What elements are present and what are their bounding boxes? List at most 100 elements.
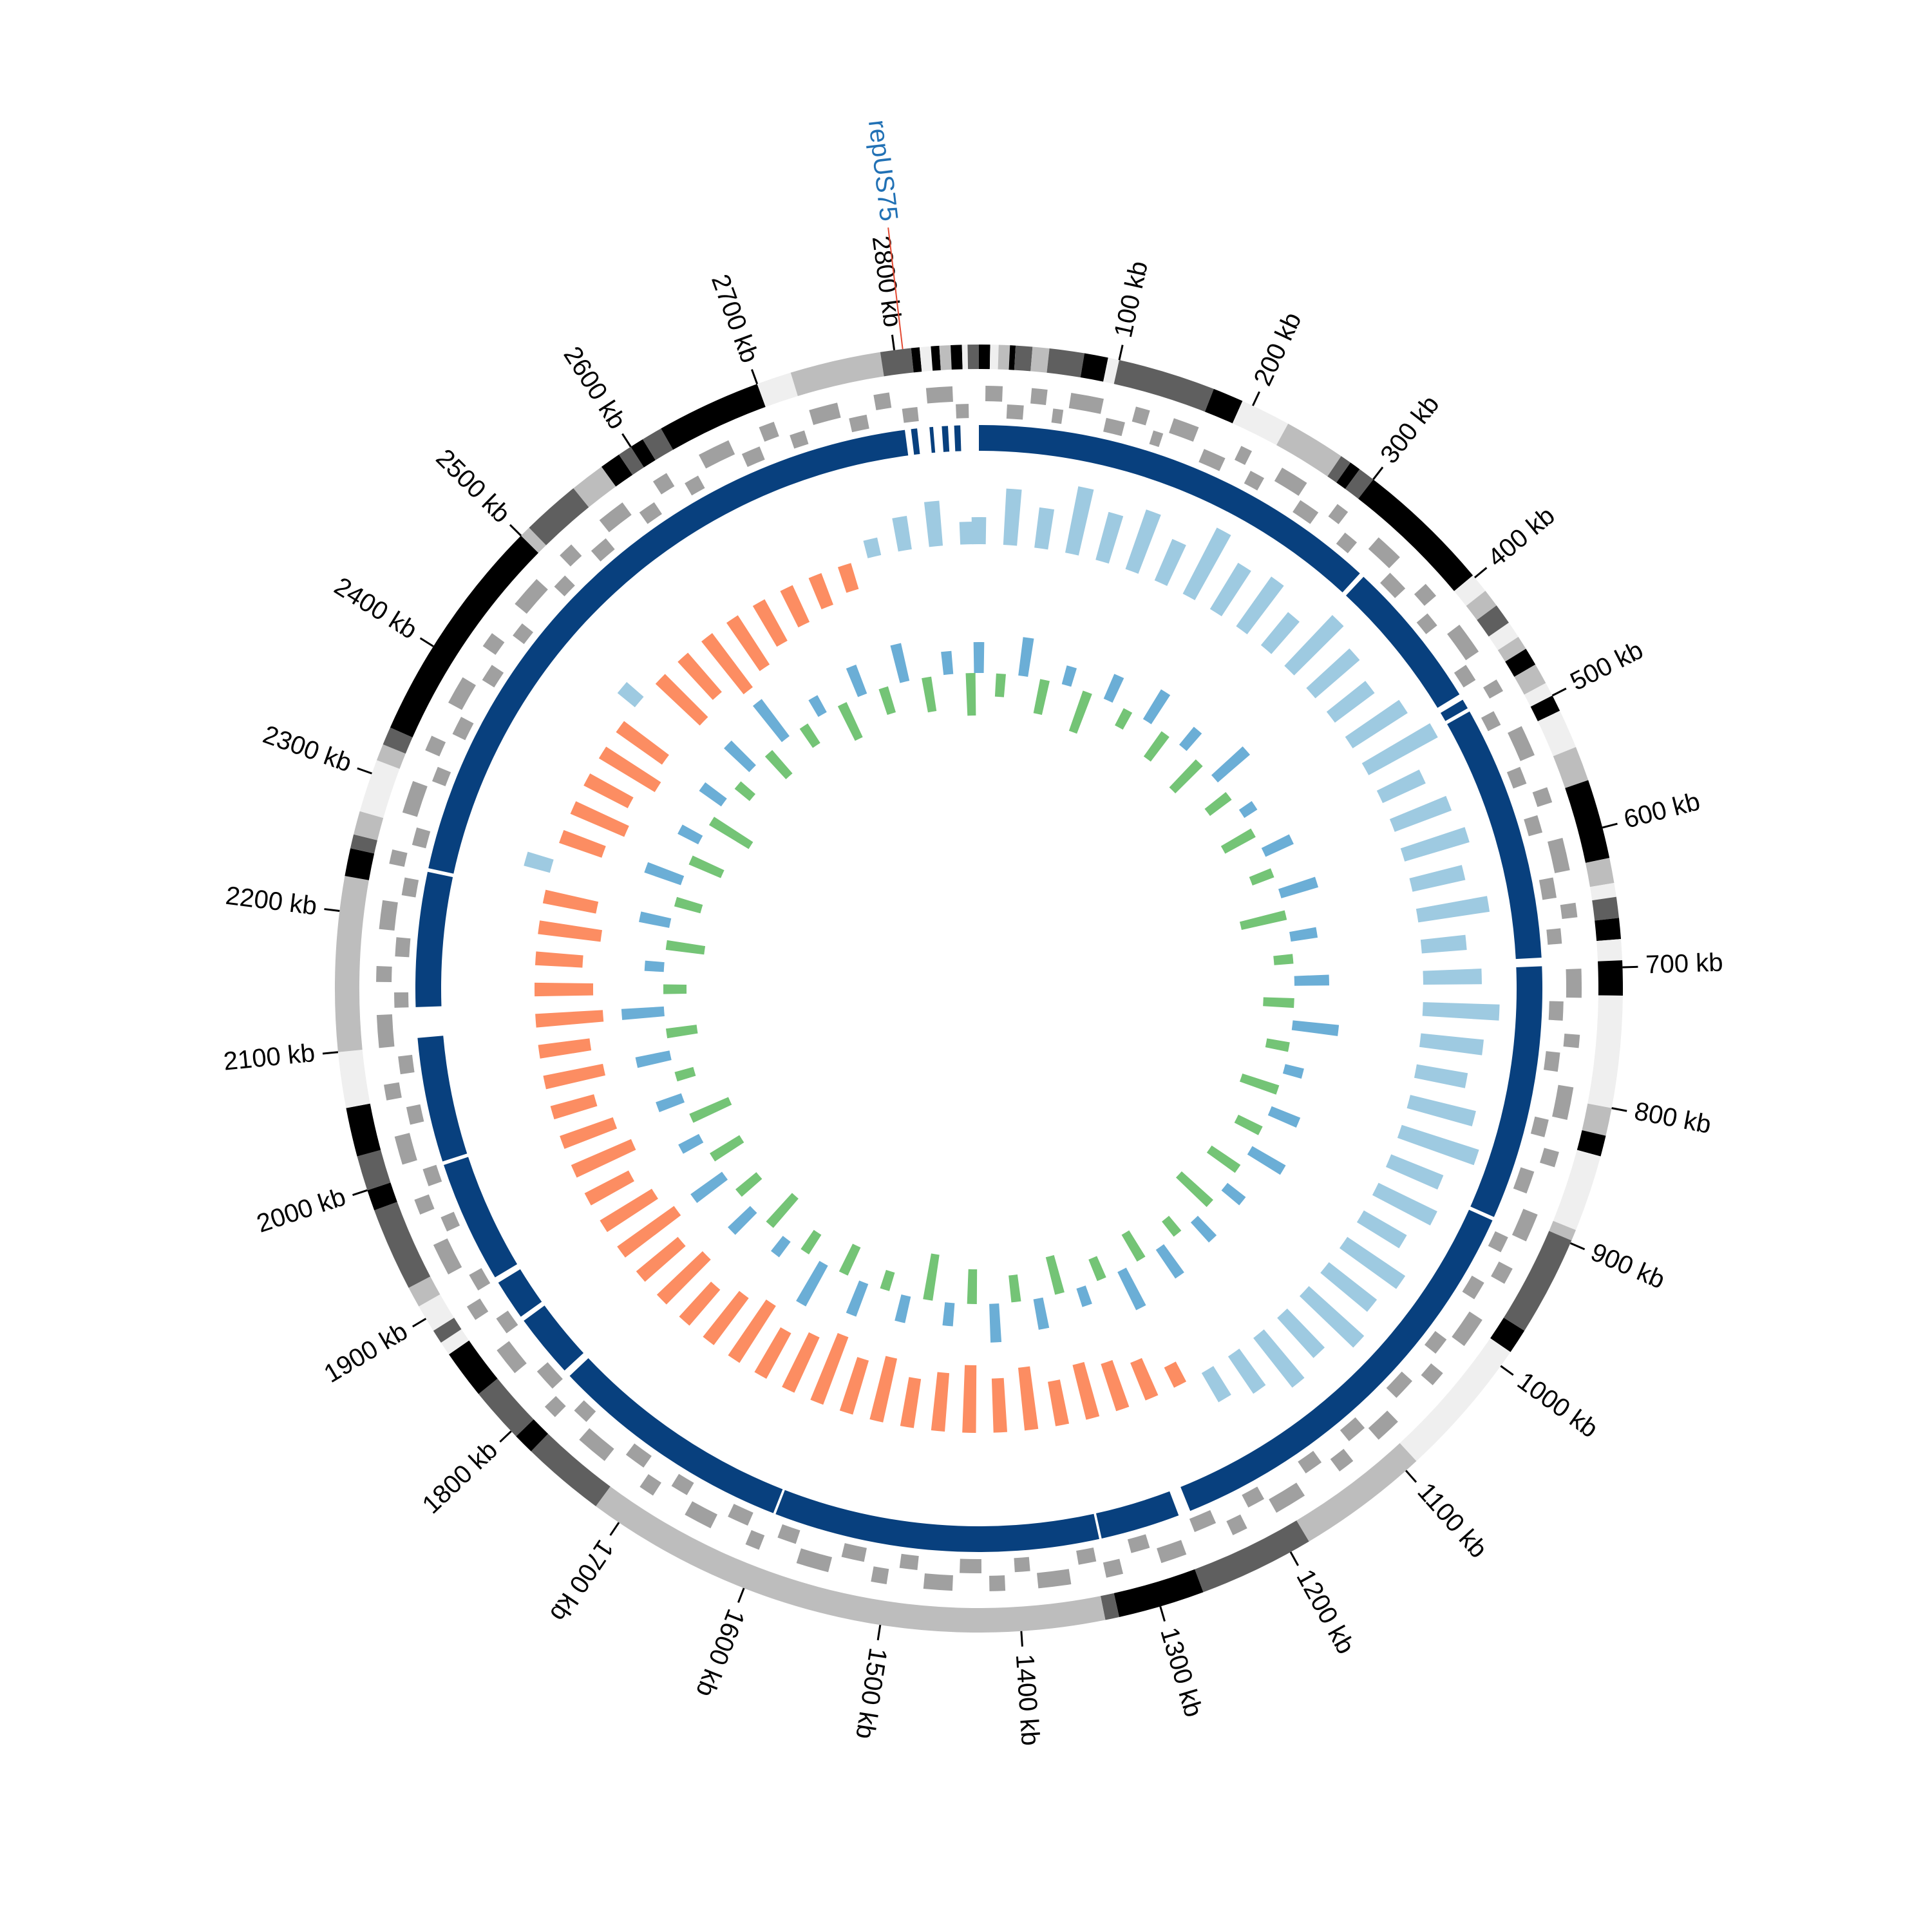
track-bar <box>922 676 937 713</box>
track-bar <box>1397 1124 1479 1166</box>
track-bar <box>1356 1210 1407 1249</box>
track-bar <box>1261 834 1294 857</box>
ideogram-band <box>357 1150 391 1191</box>
tick-label: 1000 kb <box>1512 1367 1603 1443</box>
track-bar <box>1239 1073 1280 1095</box>
gene <box>685 1501 718 1529</box>
track-bar <box>1277 1308 1325 1358</box>
ideogram-band <box>961 345 969 370</box>
contig <box>498 1269 542 1317</box>
ideogram-band <box>390 535 539 738</box>
tick-mark <box>412 1318 427 1328</box>
gene <box>1447 624 1479 661</box>
track-bar <box>941 650 954 676</box>
gene <box>1169 418 1199 442</box>
gene <box>745 1530 765 1550</box>
gene <box>389 849 408 867</box>
gene <box>1506 766 1527 789</box>
tick-label: 2100 kb <box>222 1039 316 1076</box>
track-bar <box>1247 1146 1286 1175</box>
track-bar <box>991 1378 1007 1433</box>
tick-label: 1800 kb <box>417 1435 503 1519</box>
gene <box>956 404 969 419</box>
ideogram-band <box>374 1202 431 1288</box>
gene <box>1189 1510 1217 1532</box>
gene <box>1546 928 1562 945</box>
ideogram-band <box>661 384 766 450</box>
gene <box>871 1566 889 1584</box>
track-bar <box>1201 1366 1231 1403</box>
track-bar <box>701 633 753 695</box>
track-bar <box>796 1260 828 1307</box>
track-bar <box>1416 896 1490 923</box>
ideogram-band <box>1046 348 1085 378</box>
ideogram-band <box>346 1103 381 1157</box>
tick-label: 700 kb <box>1645 948 1723 979</box>
track-bar <box>808 573 833 610</box>
gene <box>1513 1167 1535 1194</box>
gene <box>574 1400 596 1422</box>
tick-mark <box>1159 1606 1166 1622</box>
ideogram-band <box>1477 605 1509 637</box>
ideogram-band <box>1595 918 1622 942</box>
gene <box>394 992 409 1008</box>
track-bar <box>679 1282 721 1326</box>
gene <box>639 1473 661 1496</box>
contig <box>1180 1209 1493 1511</box>
gene <box>536 1362 563 1389</box>
gene <box>398 1054 415 1075</box>
track-bar <box>1076 1285 1092 1307</box>
gene <box>625 1443 652 1468</box>
ideogram-band <box>967 345 979 370</box>
track-bar <box>617 681 644 708</box>
track-bar <box>1142 689 1171 724</box>
track-bar <box>1117 1267 1146 1311</box>
ideogram-band <box>1505 649 1536 677</box>
track-bar <box>677 652 722 700</box>
track-bar <box>989 1303 1002 1343</box>
gene <box>1234 446 1253 465</box>
tick-mark <box>419 637 434 647</box>
ideogram-band <box>596 1486 1106 1633</box>
tick-mark <box>1289 1551 1299 1566</box>
gene <box>1340 1417 1365 1441</box>
track-bar <box>542 889 599 914</box>
tick-mark <box>357 767 372 775</box>
gene <box>1068 393 1104 414</box>
track-bar <box>1033 1297 1050 1330</box>
contig <box>417 1036 468 1162</box>
tick-label: 600 kb <box>1621 787 1703 834</box>
ideogram-band <box>1582 1103 1612 1136</box>
gene <box>759 421 779 442</box>
track-bar <box>1234 1114 1263 1135</box>
track-bar <box>1018 1366 1039 1431</box>
track-bar <box>1400 827 1470 862</box>
tick-label: 2000 kb <box>253 1182 349 1238</box>
track-bar <box>931 1372 950 1432</box>
track-bar <box>863 537 882 558</box>
tick-label: 1700 kb <box>544 1535 619 1627</box>
track-bar <box>1154 538 1186 586</box>
track-bar <box>1072 1361 1100 1420</box>
gene <box>849 414 869 433</box>
track-bar <box>1291 1020 1340 1036</box>
ideogram-band <box>757 372 798 407</box>
gene <box>1560 902 1578 920</box>
track-bar <box>1211 746 1251 782</box>
ideogram-band <box>1497 636 1526 662</box>
track-bar <box>689 1097 732 1123</box>
gene <box>1483 679 1504 699</box>
gene <box>554 575 575 596</box>
gene <box>1548 838 1570 873</box>
gene <box>1491 1261 1513 1284</box>
tick-label: 900 kb <box>1587 1238 1669 1294</box>
track-bar <box>1143 731 1170 762</box>
ideogram-band <box>1113 360 1214 412</box>
gene <box>1368 537 1400 569</box>
gene <box>376 1014 395 1048</box>
track-bar <box>1278 876 1319 898</box>
gene <box>395 937 411 958</box>
contig <box>444 1157 518 1278</box>
tick-mark <box>509 524 522 536</box>
gene <box>1298 1450 1322 1473</box>
